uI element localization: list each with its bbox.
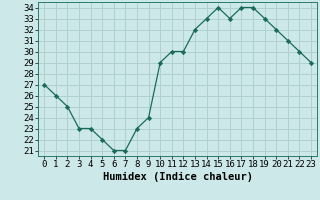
X-axis label: Humidex (Indice chaleur): Humidex (Indice chaleur) <box>103 172 252 182</box>
